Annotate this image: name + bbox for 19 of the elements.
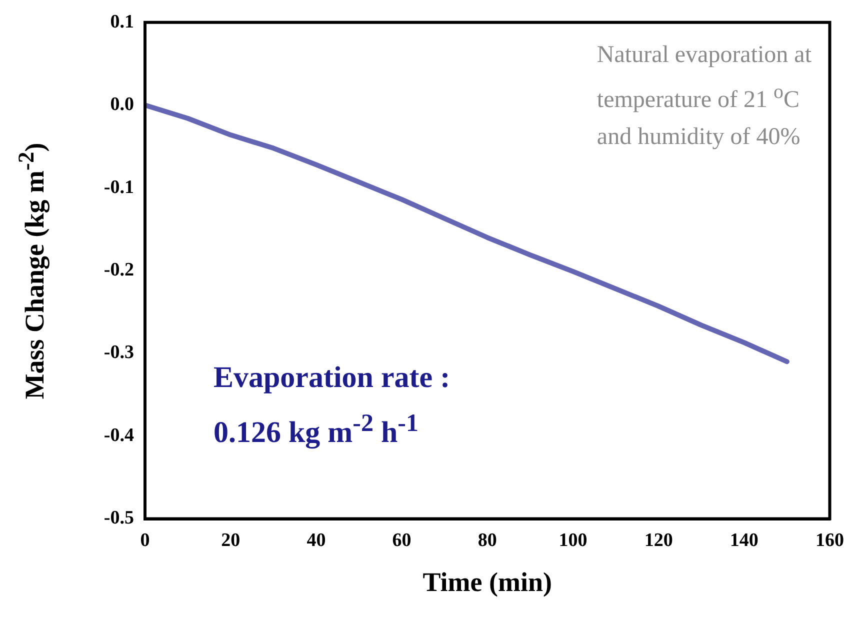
- x-tick-label: 160: [816, 530, 844, 552]
- x-tick-label: 140: [730, 530, 758, 552]
- x-axis-title: Time (min): [422, 566, 552, 597]
- x-tick-label: 60: [392, 530, 412, 552]
- annotation: Evaporation rate : 0.126 kg m$^{-2}$ h$^{-1}$: [213, 360, 452, 451]
- x-tick-label: 80: [478, 530, 497, 552]
- x-tick-label: 40: [306, 530, 326, 552]
- annotation: Natural evaporation at temperature of 21 $^{o}$C and humidity of 40%: [596, 41, 812, 152]
- x-tick-label: 0: [140, 530, 150, 552]
- y-tick-label: 0.1: [110, 11, 134, 32]
- y-tick-label: -0.2: [104, 260, 134, 281]
- x-tick-label: 120: [644, 530, 673, 552]
- x-tick-label: 20: [221, 530, 240, 552]
- y-tick-label: -0.1: [104, 176, 134, 198]
- y-tick-label: -0.3: [104, 342, 134, 364]
- x-tick-label: 100: [558, 530, 588, 552]
- y-tick-label: -0.4: [104, 424, 134, 446]
- y-tick-label: 0.0: [110, 94, 134, 116]
- y-tick-label: -0.5: [104, 508, 134, 529]
